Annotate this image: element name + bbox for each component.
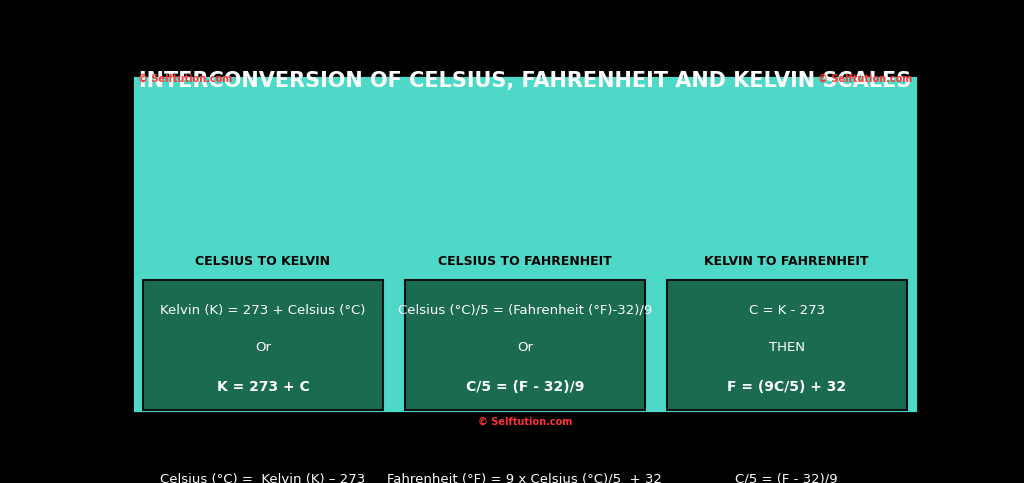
Text: C/5 = (F - 32)/9: C/5 = (F - 32)/9 [466, 380, 584, 394]
Text: Or: Or [517, 341, 532, 354]
Bar [667, 280, 906, 410]
Text: THEN: THEN [769, 341, 805, 354]
Text: F = (9C/5) + 32: F = (9C/5) + 32 [727, 380, 846, 394]
Text: Celsius (°C) =  Kelvin (K) – 273: Celsius (°C) = Kelvin (K) – 273 [161, 473, 366, 483]
Text: CELSIUS TO FAHRENHEIT: CELSIUS TO FAHRENHEIT [438, 255, 611, 268]
Text: © Selftution.com: © Selftution.com [477, 417, 572, 426]
Text: FAHRENHEIT TO KELVIN: FAHRENHEIT TO KELVIN [705, 424, 869, 437]
Bar [143, 280, 383, 410]
Text: © Selftution.com: © Selftution.com [818, 74, 912, 84]
Text: KELVIN TO FAHRENHEIT: KELVIN TO FAHRENHEIT [705, 255, 869, 268]
Bar [404, 449, 645, 483]
Text: Fahrenheit (°F) = 9 x Celsius (°C)/5  + 32: Fahrenheit (°F) = 9 x Celsius (°C)/5 + 3… [387, 473, 663, 483]
Text: Or: Or [255, 341, 271, 354]
Text: C/5 = (F - 32)/9: C/5 = (F - 32)/9 [735, 473, 838, 483]
Text: Celsius (°C)/5 = (Fahrenheit (°F)-32)/9: Celsius (°C)/5 = (Fahrenheit (°F)-32)/9 [397, 303, 652, 316]
Text: CELSIUS TO KELVIN: CELSIUS TO KELVIN [196, 255, 331, 268]
Text: FAHRENHEIT TO CELSIUS: FAHRENHEIT TO CELSIUS [438, 424, 611, 437]
Text: K = 273 + C: K = 273 + C [216, 380, 309, 394]
Text: KELVIN TO CELSIUS: KELVIN TO CELSIUS [196, 424, 331, 437]
Text: C = K - 273: C = K - 273 [749, 303, 824, 316]
Text: Kelvin (K) = 273 + Celsius (°C): Kelvin (K) = 273 + Celsius (°C) [160, 303, 366, 316]
Text: © Selftution.com: © Selftution.com [137, 74, 231, 84]
Text: INTERCONVERSION OF CELSIUS, FAHRENHEIT AND KELVIN SCALES: INTERCONVERSION OF CELSIUS, FAHRENHEIT A… [138, 71, 911, 90]
Bar [667, 449, 906, 483]
Bar [143, 449, 383, 483]
Bar [404, 280, 645, 410]
